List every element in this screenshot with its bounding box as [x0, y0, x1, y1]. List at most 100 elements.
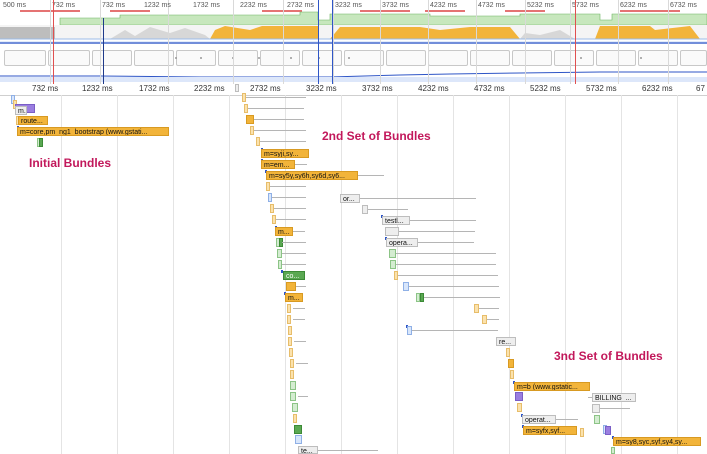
- network-bar[interactable]: [592, 404, 600, 413]
- overview-gridline: [100, 0, 101, 84]
- network-bar[interactable]: [416, 293, 420, 302]
- network-bar[interactable]: [407, 326, 412, 335]
- network-bar[interactable]: [506, 348, 510, 357]
- network-bar[interactable]: [362, 205, 368, 214]
- overview-dot: [318, 57, 320, 59]
- overview-selection-right[interactable]: [575, 0, 576, 84]
- overview-tick: 732 ms: [52, 2, 75, 9]
- network-bar-billing[interactable]: BILLING_...: [592, 393, 636, 402]
- network-bar[interactable]: [389, 249, 396, 258]
- overview-selection-left[interactable]: [53, 0, 54, 84]
- network-bar-syfx[interactable]: m=syfx,syf...: [523, 426, 577, 435]
- network-bar[interactable]: [605, 426, 611, 435]
- network-bar-syji[interactable]: m=syji,sy...: [261, 149, 309, 158]
- overview-tick: 732 ms: [102, 2, 125, 9]
- bar-whisker: [358, 175, 384, 176]
- network-bar[interactable]: [250, 126, 254, 135]
- overview-frame-cell: [92, 50, 132, 66]
- network-bar[interactable]: [235, 84, 239, 92]
- network-bar[interactable]: [611, 447, 615, 454]
- gridline: [677, 95, 678, 454]
- overview-frame-cell: [176, 50, 216, 66]
- network-bar[interactable]: [295, 435, 302, 444]
- network-bar[interactable]: [594, 415, 600, 424]
- network-bar[interactable]: [272, 215, 276, 224]
- network-bar[interactable]: [385, 227, 399, 236]
- network-bar[interactable]: [270, 204, 274, 213]
- network-bar[interactable]: [474, 304, 479, 313]
- timeline-overview[interactable]: 500 ms 732 ms 732 ms 1232 ms 1732 ms 223…: [0, 0, 707, 84]
- time-ruler[interactable]: 732 ms 1232 ms 1732 ms 2232 ms 2732 ms 3…: [0, 84, 707, 96]
- network-bar[interactable]: [288, 326, 292, 335]
- network-bar[interactable]: [390, 260, 396, 269]
- network-bar[interactable]: [266, 182, 270, 191]
- overview-frame-cell: [428, 50, 468, 66]
- network-bar[interactable]: [510, 370, 514, 379]
- network-bar-testl[interactable]: testl...: [382, 216, 410, 225]
- network-bar[interactable]: [287, 304, 291, 313]
- network-bar[interactable]: [508, 359, 514, 368]
- network-bar[interactable]: [278, 260, 282, 269]
- request-start-marker: [281, 270, 283, 273]
- network-bar[interactable]: [515, 392, 523, 401]
- network-bar-operat[interactable]: operat...: [522, 415, 556, 424]
- network-bar-m[interactable]: m...: [15, 106, 27, 115]
- network-bar[interactable]: [256, 137, 260, 146]
- network-bar-m2[interactable]: m...: [275, 227, 293, 236]
- network-bar-sy5y[interactable]: m=sy5y,sy6h,sy6d,sy6...: [266, 171, 358, 180]
- network-bar[interactable]: [286, 282, 296, 291]
- bar-whisker: [399, 231, 475, 232]
- network-bar[interactable]: [246, 115, 254, 124]
- bar-whisker: [360, 198, 476, 199]
- network-bar-opera[interactable]: opera...: [386, 238, 418, 247]
- network-bar-m3[interactable]: m...: [285, 293, 303, 302]
- network-bar[interactable]: [39, 138, 43, 147]
- network-bar[interactable]: [294, 425, 302, 434]
- network-bar-route[interactable]: route...: [18, 116, 48, 125]
- overview-gridline: [380, 0, 381, 84]
- network-bar[interactable]: [420, 293, 424, 302]
- network-bar[interactable]: [288, 337, 292, 346]
- network-bar[interactable]: [290, 359, 294, 368]
- bar-whisker: [282, 264, 306, 265]
- network-bar-te[interactable]: te...: [298, 446, 318, 454]
- ruler-tick: 732 ms: [32, 84, 59, 93]
- network-bar[interactable]: [293, 414, 297, 423]
- overview-frame-cell: [344, 50, 384, 66]
- network-bar-em[interactable]: m=em...: [261, 160, 295, 169]
- overview-dot: [348, 57, 350, 59]
- network-bar[interactable]: [517, 403, 522, 412]
- network-bar[interactable]: [244, 104, 248, 113]
- network-bar-mb[interactable]: m=b (www.gstatic...: [514, 382, 590, 391]
- network-bar[interactable]: [403, 282, 409, 291]
- overview-frame-cell: [596, 50, 636, 66]
- network-bar-bootstrap[interactable]: m=core,pm_ng1_bootstrap (www.gstati...: [17, 127, 169, 136]
- overview-graph: [0, 10, 707, 82]
- bar-whisker: [260, 141, 306, 142]
- network-bar[interactable]: [268, 193, 272, 202]
- network-bar[interactable]: [580, 428, 584, 437]
- network-bar[interactable]: [287, 315, 291, 324]
- network-bar[interactable]: [289, 348, 293, 357]
- bar-whisker: [293, 308, 305, 309]
- network-bar[interactable]: [290, 392, 296, 401]
- network-bar[interactable]: [290, 381, 296, 390]
- network-bar-or[interactable]: or...: [340, 194, 360, 203]
- network-bar-sy8[interactable]: m=sy8,syc,syf,sy4,sy...: [613, 437, 701, 446]
- network-bar[interactable]: [292, 403, 298, 412]
- ruler-tick: 1732 ms: [139, 84, 170, 93]
- network-bar[interactable]: [242, 93, 246, 102]
- network-bar[interactable]: [482, 315, 487, 324]
- network-bar[interactable]: [277, 249, 282, 258]
- network-bar[interactable]: [394, 271, 398, 280]
- network-bar[interactable]: [290, 370, 294, 379]
- network-bar-re[interactable]: re...: [496, 337, 516, 346]
- overview-frame-cell: [638, 50, 678, 66]
- ruler-tick: 4732 ms: [474, 84, 505, 93]
- overview-frame-cell: [302, 50, 342, 66]
- overview-dot: [200, 57, 202, 59]
- network-bar-co[interactable]: co...: [283, 271, 305, 280]
- gridline: [173, 95, 174, 454]
- overview-tick: 6232 ms: [620, 2, 647, 9]
- overview-tick: 5732 ms: [572, 2, 599, 9]
